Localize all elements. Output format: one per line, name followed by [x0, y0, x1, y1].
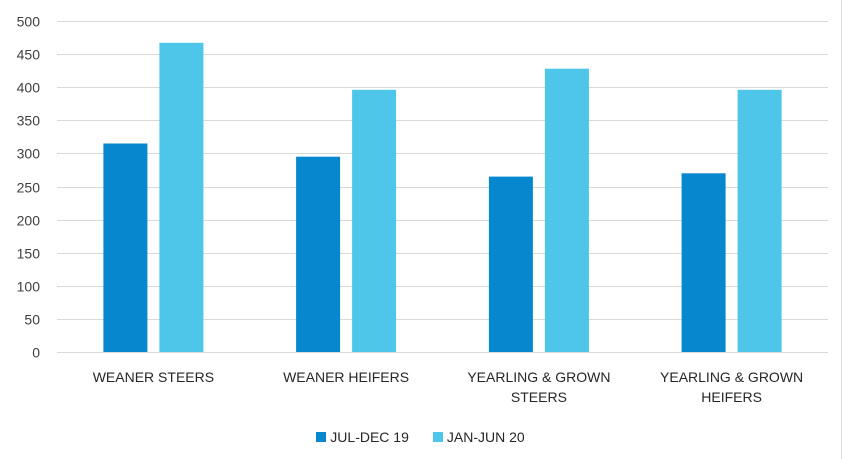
- bar: [681, 173, 726, 352]
- bar: [103, 143, 148, 352]
- bar: [352, 89, 397, 353]
- y-tick-label: 500: [17, 14, 41, 30]
- x-tick-label: HEIFERS: [701, 389, 762, 405]
- x-tick-label: YEARLING & GROWN: [660, 369, 803, 385]
- x-tick-label: YEARLING & GROWN: [467, 369, 610, 385]
- bar: [544, 68, 589, 352]
- legend-label: JUL-DEC 19: [330, 429, 409, 445]
- bar: [159, 42, 204, 353]
- y-tick-label: 250: [17, 180, 41, 196]
- y-tick-label: 50: [24, 312, 40, 328]
- chart-legend: JUL-DEC 19 JAN-JUN 20: [0, 429, 841, 445]
- y-tick-label: 300: [17, 146, 41, 162]
- y-tick-label: 400: [17, 80, 41, 96]
- y-tick-label: 200: [17, 213, 41, 229]
- x-tick-label: WEANER STEERS: [93, 369, 214, 385]
- legend-label: JAN-JUN 20: [446, 429, 525, 445]
- legend-swatch: [316, 432, 327, 442]
- bar: [296, 156, 341, 352]
- bar: [488, 176, 533, 352]
- legend-item-jan-jun-20: JAN-JUN 20: [432, 429, 525, 445]
- legend-item-jul-dec-19: JUL-DEC 19: [316, 429, 409, 445]
- y-tick-label: 0: [32, 345, 40, 361]
- bar: [737, 89, 782, 353]
- y-tick-label: 450: [17, 47, 41, 63]
- y-tick-label: 100: [17, 279, 41, 295]
- x-tick-label: WEANER HEIFERS: [283, 369, 409, 385]
- legend-swatch: [432, 432, 443, 442]
- bar-chart: 0 50 100 150 200 250 300 350 400 450 500 WEANER STE…: [17, 14, 828, 405]
- y-tick-label: 150: [17, 246, 41, 262]
- x-tick-label: STEERS: [511, 389, 567, 405]
- y-tick-label: 350: [17, 113, 41, 129]
